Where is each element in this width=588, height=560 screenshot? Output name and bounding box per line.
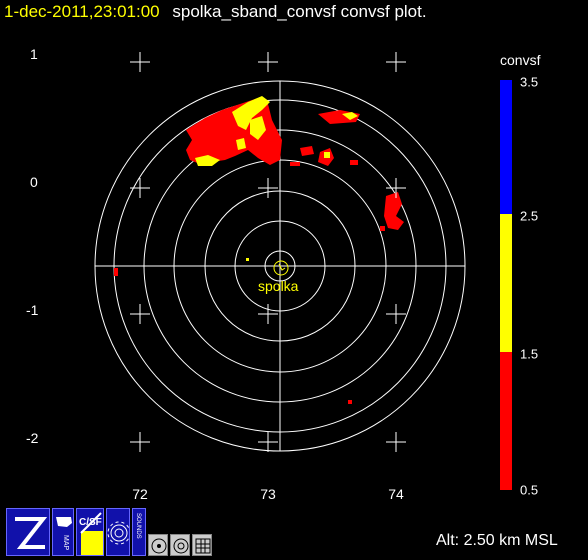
grid-cross	[130, 432, 150, 452]
echo-red	[114, 268, 118, 276]
colorbar-low	[500, 352, 512, 490]
grid-icon	[195, 538, 211, 554]
grid-cross	[258, 432, 278, 452]
plot-title: 1-dec-2011,23:01:00 spolka_sband_convsf …	[4, 2, 427, 22]
echo-yellow	[246, 258, 249, 261]
echo-yellow	[342, 112, 358, 120]
echo-red	[348, 400, 352, 404]
grid-cross	[258, 52, 278, 72]
colorbar-tick: 0.5	[520, 482, 539, 498]
echo-red	[186, 98, 282, 165]
us-map-icon	[56, 517, 72, 527]
colorbar-tick: 1.5	[520, 346, 539, 362]
map-button[interactable]: MAP	[52, 508, 74, 556]
echo-red	[380, 226, 385, 231]
echo-red	[216, 114, 234, 128]
csf-button[interactable]: C/SF	[76, 508, 104, 556]
echo-yellow	[324, 152, 330, 158]
echo-yellow	[232, 96, 270, 130]
echo-yellow	[236, 138, 246, 150]
colorbar-mid	[500, 214, 512, 352]
plot-name: spolka_sband_convsf convsf plot.	[172, 2, 427, 21]
map-button-label: MAP	[62, 535, 69, 551]
echo-red	[300, 146, 314, 156]
grid-cross	[386, 178, 406, 198]
echo-returns	[114, 96, 404, 404]
colorbar-high	[500, 80, 512, 214]
echo-red	[384, 192, 404, 230]
radar-site-label: spolka	[258, 278, 299, 294]
grid-crosses	[130, 52, 406, 452]
x-tick-label: 74	[388, 486, 404, 502]
echo-red	[350, 160, 358, 165]
y-tick-label: 1	[30, 46, 38, 62]
grid-cross	[130, 52, 150, 72]
csf-icon	[80, 512, 103, 555]
grid-cross	[258, 178, 278, 198]
z-logo-icon	[15, 517, 48, 549]
echo-red	[290, 162, 300, 166]
csf-button-label: C/SF	[79, 517, 102, 528]
grid-cross	[130, 304, 150, 324]
radar-center-button[interactable]	[148, 534, 168, 556]
toolbar: MAP C/SF SOUNDS	[6, 508, 212, 556]
x-tick-label: 73	[260, 486, 276, 502]
y-tick-label: -2	[26, 430, 39, 446]
y-tick-label: 0	[30, 174, 38, 190]
grid-cross	[386, 304, 406, 324]
radar-site-hook	[278, 263, 286, 271]
colorbar-tick: 2.5	[520, 208, 539, 224]
x-tick-label: 72	[132, 486, 148, 502]
gear-button[interactable]	[106, 508, 130, 556]
grid-cross	[386, 432, 406, 452]
plot-timestamp: 1-dec-2011,23:01:00	[4, 2, 160, 21]
colorbar-tick: 3.5	[520, 74, 539, 90]
sounds-button-label: SOUNDS	[135, 513, 141, 539]
colorbar-title: convsf	[500, 52, 541, 68]
grid-cross	[258, 304, 278, 324]
y-tick-label: -1	[26, 302, 39, 318]
colorbar	[500, 80, 512, 490]
radar-target-button[interactable]	[170, 534, 190, 556]
grid-cross	[130, 178, 150, 198]
radar-site-marker	[273, 260, 289, 276]
sounds-button[interactable]: SOUNDS	[132, 508, 146, 556]
circle-dot-icon	[151, 538, 167, 554]
radar-site-ring	[273, 260, 289, 276]
echo-yellow	[250, 116, 266, 140]
zoom-button[interactable]	[6, 508, 50, 556]
grid-button[interactable]	[192, 534, 212, 556]
echo-yellow	[195, 155, 220, 166]
gear-icon	[107, 521, 129, 545]
target-icon	[173, 538, 189, 554]
altitude-label: Alt: 2.50 km MSL	[436, 532, 558, 549]
grid-cross	[386, 52, 406, 72]
